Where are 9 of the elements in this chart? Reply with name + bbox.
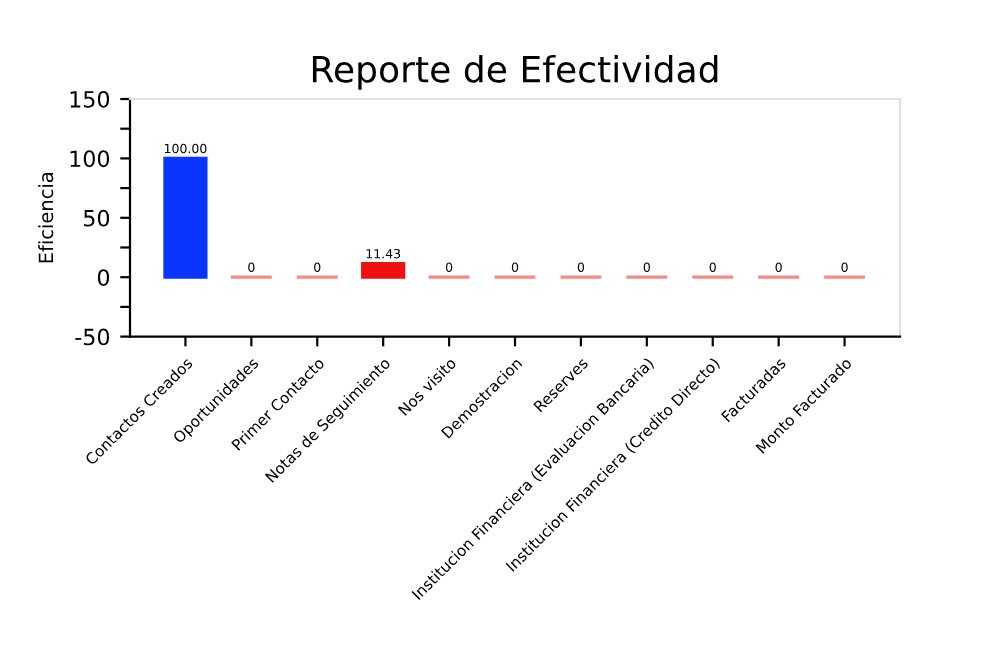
y-tick-label: 150 xyxy=(70,90,110,108)
y-tick-label: 100 xyxy=(70,150,110,168)
y-tick-label: -50 xyxy=(75,328,110,346)
y-axis-title: Eficiencia xyxy=(38,173,54,263)
y-tick-label: 0 xyxy=(97,269,110,286)
bar xyxy=(163,156,208,279)
y-tick-label: 50 xyxy=(83,209,110,227)
chart-title: Reporte de Efectividad xyxy=(312,54,718,90)
bar xyxy=(361,261,406,279)
